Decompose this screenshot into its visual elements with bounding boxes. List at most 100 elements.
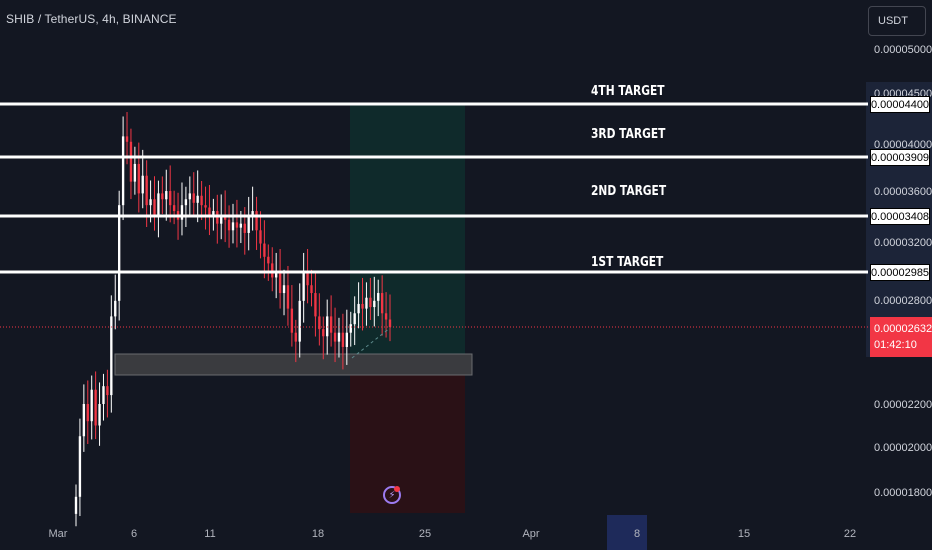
candle-body bbox=[172, 205, 176, 212]
candle-body bbox=[263, 243, 266, 257]
candle-body bbox=[294, 332, 297, 342]
candle-body bbox=[212, 211, 215, 218]
candle-body bbox=[353, 313, 356, 325]
candle-body bbox=[149, 199, 152, 206]
candle-body bbox=[333, 332, 337, 342]
current-price: 0.00002632 bbox=[874, 323, 932, 335]
candle-body bbox=[318, 316, 321, 330]
date-axis-label: 15 bbox=[737, 528, 751, 540]
candle-body bbox=[274, 272, 278, 278]
target-label-4: 4TH TARGET bbox=[591, 84, 665, 99]
price-axis-label: 0.00005000 bbox=[874, 44, 932, 56]
candle-body bbox=[200, 195, 203, 206]
candle-body bbox=[373, 300, 376, 308]
candle-body bbox=[380, 293, 384, 314]
candle-body bbox=[153, 199, 156, 218]
candle-body bbox=[102, 386, 105, 404]
candle-body bbox=[298, 300, 301, 342]
candle-body bbox=[110, 316, 113, 396]
candle-body bbox=[204, 205, 207, 208]
candle-body bbox=[329, 316, 333, 333]
candle-body bbox=[90, 389, 93, 422]
candles-group bbox=[74, 112, 392, 527]
candle-body bbox=[357, 303, 360, 314]
candle-body bbox=[278, 272, 282, 294]
candle-body bbox=[192, 193, 195, 203]
candle-body bbox=[341, 332, 345, 347]
lightning-icon[interactable]: ⚡ bbox=[383, 486, 401, 504]
candle-body bbox=[369, 297, 372, 308]
candle-body bbox=[157, 193, 160, 218]
candle-body bbox=[243, 223, 246, 233]
notification-dot-icon bbox=[394, 486, 400, 492]
symbol-title[interactable]: SHIB / TetherUS, 4h, BINANCE bbox=[6, 12, 177, 26]
candle-body bbox=[196, 195, 199, 203]
candle-body bbox=[267, 256, 270, 264]
candle-body bbox=[227, 219, 231, 231]
candle-body bbox=[98, 404, 101, 426]
date-axis-label: Apr bbox=[522, 528, 540, 540]
date-axis-label: 22 bbox=[843, 528, 857, 540]
target-zone bbox=[350, 105, 465, 357]
candle-body bbox=[259, 230, 262, 244]
price-axis-label: 0.00003600 bbox=[874, 186, 932, 198]
candle-body bbox=[322, 329, 325, 337]
date-axis-label: 25 bbox=[418, 528, 432, 540]
target-price-1: 0.00002985 bbox=[870, 264, 930, 281]
candle-body bbox=[133, 163, 137, 182]
candle-body bbox=[125, 136, 129, 142]
candle-body bbox=[231, 222, 235, 231]
price-axis-label: 0.00002000 bbox=[874, 442, 932, 454]
candle-body bbox=[137, 163, 140, 194]
candle-body bbox=[271, 263, 274, 278]
date-axis-label: 6 bbox=[130, 528, 138, 540]
candle-body bbox=[145, 175, 148, 206]
candle-body bbox=[165, 191, 168, 200]
candle-body bbox=[361, 303, 364, 309]
candle-body bbox=[184, 199, 188, 206]
date-axis-label: Mar bbox=[48, 528, 68, 540]
candle-body bbox=[129, 141, 133, 182]
candle-body bbox=[239, 223, 243, 228]
candle-body bbox=[326, 316, 329, 337]
target-label-1: 1ST TARGET bbox=[591, 255, 664, 270]
date-axis-label: 18 bbox=[311, 528, 325, 540]
target-price-4: 0.00004400 bbox=[870, 96, 930, 113]
candle-body bbox=[286, 285, 290, 309]
stop-zone bbox=[350, 357, 465, 513]
candle-body bbox=[384, 313, 388, 320]
candle-body bbox=[306, 272, 309, 286]
candle-body bbox=[82, 404, 86, 437]
candle-body bbox=[282, 285, 286, 294]
date-axis-label: 8 bbox=[633, 528, 641, 540]
currency-button[interactable]: USDT bbox=[868, 6, 926, 36]
candle-body bbox=[365, 297, 368, 309]
candle-body bbox=[74, 496, 78, 514]
target-label-3: 3RD TARGET bbox=[591, 127, 666, 142]
target-price-3: 0.00003909 bbox=[870, 149, 930, 166]
price-axis-label: 0.00003200 bbox=[874, 237, 932, 249]
projection-line bbox=[351, 327, 391, 359]
candle-body bbox=[337, 332, 341, 342]
candle-body bbox=[208, 207, 211, 218]
candle-body bbox=[180, 205, 184, 220]
candle-body bbox=[255, 211, 258, 231]
candle-body bbox=[251, 211, 254, 218]
candle-body bbox=[86, 404, 89, 422]
target-price-2: 0.00003408 bbox=[870, 208, 930, 225]
candle-body bbox=[161, 193, 164, 200]
candle-body bbox=[114, 300, 117, 317]
current-price-badge: 0.00002632 01:42:10 bbox=[870, 317, 932, 357]
candle-body bbox=[117, 205, 121, 301]
candle-body bbox=[106, 386, 109, 396]
date-axis-highlight bbox=[607, 515, 647, 550]
candle-body bbox=[349, 324, 352, 333]
support-zone bbox=[114, 353, 473, 376]
candle-body bbox=[188, 193, 192, 200]
candle-body bbox=[121, 136, 125, 206]
candle-body bbox=[314, 293, 317, 317]
price-axis-label: 0.00002800 bbox=[874, 295, 932, 307]
bar-countdown: 01:42:10 bbox=[874, 339, 917, 351]
candle-body bbox=[388, 319, 392, 327]
